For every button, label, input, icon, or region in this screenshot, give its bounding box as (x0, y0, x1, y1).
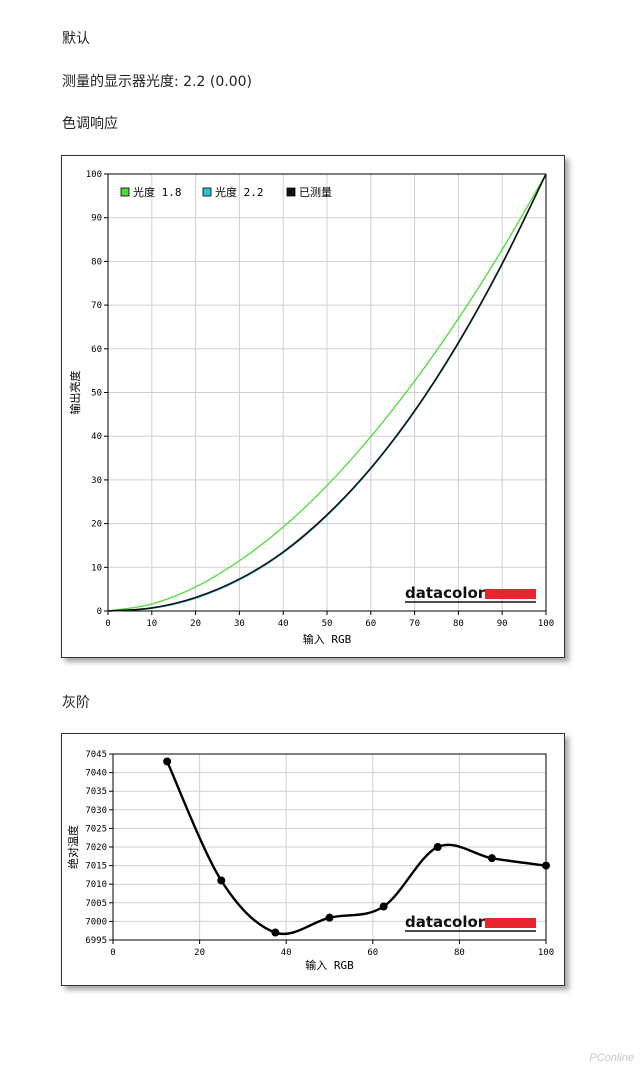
tone-y-tick-label: 50 (91, 389, 102, 399)
tone-x-axis-label: 输入 RGB (303, 632, 352, 646)
gray-y-tick-label: 7045 (85, 750, 107, 760)
tone-plot-frame (107, 173, 547, 612)
gray-data-point (163, 757, 172, 766)
gray-brand-text: datacolor (405, 913, 486, 931)
gray-data-point (217, 876, 226, 885)
tone-response-chart: 0 10 20 30 40 50 60 70 80 90 100 0 10 20 30 40 50 60 70 80 9… (68, 170, 554, 646)
tone-y-tick-label: 90 (91, 214, 102, 224)
gray-data-point (325, 913, 334, 922)
grayscale-chart: 0 20 40 60 80 100 6995 7000 7005 7010 7015 7020 7025… (66, 750, 554, 972)
gray-data-point (542, 861, 550, 870)
tone-legend-label-3: 已测量 (299, 186, 332, 199)
measured-gamma-text: 测量的显示器光度: 2.2 (0.00) (62, 74, 252, 90)
gray-data-point (271, 928, 280, 937)
tone-series-line-1 (107, 173, 547, 612)
gray-data-point (487, 854, 496, 863)
gray-x-tick-label: 40 (281, 948, 292, 958)
tone-y-axis-label: 输出亮度 (68, 371, 82, 415)
grayscale-heading: 灰阶 (62, 695, 90, 711)
tone-x-tick-label: 40 (278, 619, 289, 629)
tone-y-tick-label: 80 (91, 257, 102, 267)
gray-y-tick-label: 7010 (85, 880, 107, 890)
gray-y-axis-label: 绝对温度 (66, 825, 80, 869)
tone-x-tick-label: 30 (234, 619, 245, 629)
gray-y-tick-label: 7015 (85, 862, 107, 872)
mode-label: 默认 (62, 31, 90, 47)
tone-x-tick-label: 100 (538, 619, 554, 629)
tone-response-chart-panel: 0 10 20 30 40 50 60 70 80 90 100 0 10 20 30 40 50 60 70 80 9… (61, 155, 565, 658)
tone-y-tick-label: 70 (91, 301, 102, 311)
tone-response-heading: 色调响应 (62, 116, 118, 132)
gray-x-tick-label: 20 (194, 948, 205, 958)
tone-brand-text: datacolor (405, 584, 486, 602)
tone-legend-label-1: 光度 1.8 (133, 185, 182, 199)
tone-series-line-3 (107, 173, 547, 612)
gray-y-tick-label: 7020 (85, 843, 107, 853)
gray-series-line (166, 760, 547, 936)
tone-x-tick-label: 70 (409, 619, 420, 629)
tone-y-tick-label: 20 (91, 520, 102, 530)
gray-x-tick-label: 0 (110, 948, 115, 958)
gray-y-tick-label: 7025 (85, 824, 107, 834)
tone-y-tick-label: 10 (91, 563, 102, 573)
tone-y-tick-label: 30 (91, 476, 102, 486)
gray-plot-frame (112, 753, 547, 941)
gray-y-tick-label: 7000 (85, 917, 107, 927)
gray-y-tick-label: 6995 (85, 936, 107, 946)
gray-y-tick-label: 7035 (85, 787, 107, 797)
tone-y-tick-label: 100 (86, 170, 102, 180)
tone-y-tick-label: 60 (91, 345, 102, 355)
gray-x-tick-label: 100 (538, 948, 554, 958)
tone-x-tick-label: 20 (190, 619, 201, 629)
gray-x-tick-label: 80 (454, 948, 465, 958)
gray-brand-bar (485, 918, 536, 928)
gray-y-tick-label: 7040 (85, 769, 107, 779)
tone-brand-bar (485, 589, 536, 599)
gray-y-tick-label: 7005 (85, 899, 107, 909)
gray-x-axis-label: 输入 RGB (305, 958, 354, 972)
watermark: PConline (589, 1052, 634, 1064)
gray-data-point (433, 843, 442, 851)
gray-x-tick-label: 60 (367, 948, 378, 958)
grayscale-chart-panel: 0 20 40 60 80 100 6995 7000 7005 7010 7015 7020 7025… (61, 733, 565, 986)
tone-y-tick-label: 40 (91, 432, 102, 442)
tone-x-tick-label: 10 (146, 619, 157, 629)
tone-legend-label-2: 光度 2.2 (215, 185, 264, 199)
tone-legend-swatch-1 (120, 187, 130, 197)
tone-x-tick-label: 60 (365, 619, 376, 629)
tone-x-tick-label: 50 (322, 619, 333, 629)
gray-data-point (379, 902, 388, 911)
tone-x-tick-label: 90 (497, 619, 508, 629)
tone-legend-swatch-3 (286, 187, 296, 197)
tone-x-tick-label: 0 (105, 619, 110, 629)
tone-y-tick-label: 0 (97, 607, 102, 617)
tone-x-tick-label: 80 (453, 619, 464, 629)
tone-legend-swatch-2 (202, 187, 212, 197)
gray-y-tick-label: 7030 (85, 806, 107, 816)
